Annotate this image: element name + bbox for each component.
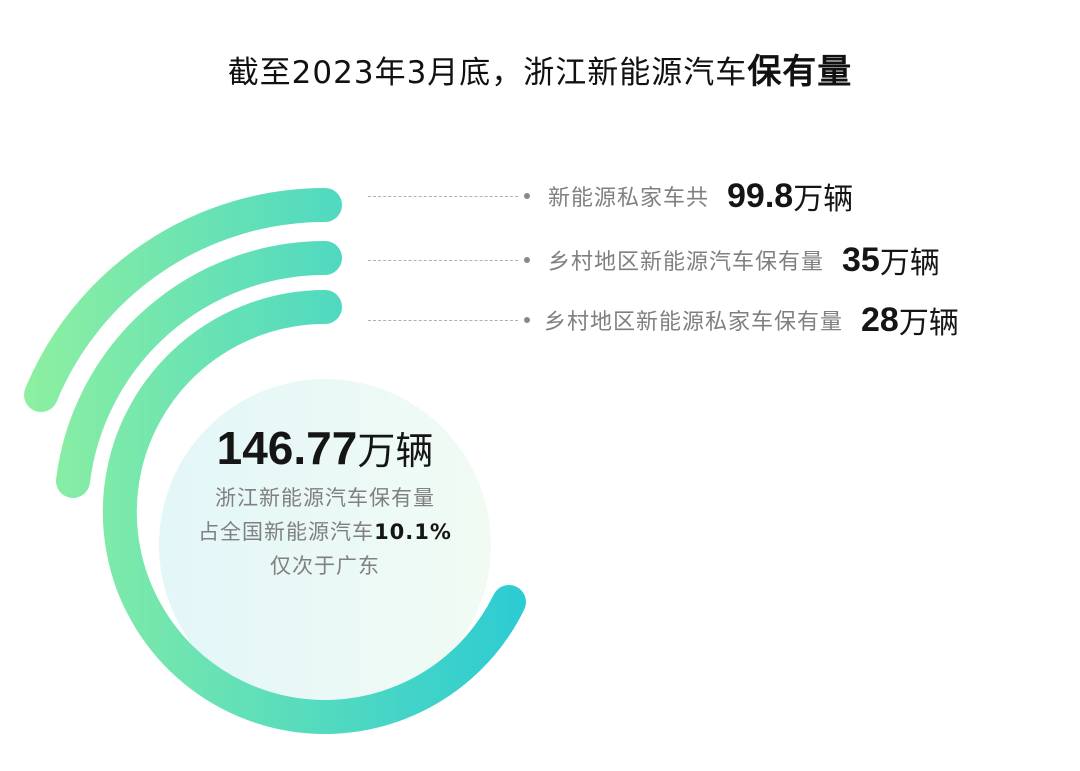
leader-dot: [524, 317, 530, 323]
stat-label: 乡村地区新能源私家车保有量: [544, 310, 844, 335]
stat-value: 99.8: [727, 176, 794, 215]
center-summary: 146.77万辆 浙江新能源汽车保有量 占全国新能源汽车10.1% 仅次于广东: [160, 420, 490, 583]
center-line-2: 占全国新能源汽车: [198, 520, 375, 544]
stat-unit: 万辆: [879, 246, 940, 281]
center-line-3: 仅次于广东: [270, 554, 380, 578]
stat-unit: 万辆: [898, 306, 959, 341]
total-unit: 万辆: [357, 429, 434, 473]
title-text: 截至2023年3月底，浙江新能源汽车: [227, 55, 748, 91]
leader-dot: [524, 257, 530, 263]
page-title: 截至2023年3月底，浙江新能源汽车保有量: [0, 44, 1080, 93]
stat-row: 乡村地区新能源私家车保有量 28 万辆: [368, 300, 959, 341]
stat-label: 乡村地区新能源汽车保有量: [548, 250, 825, 275]
center-line-1: 浙江新能源汽车保有量: [215, 486, 435, 510]
stat-row: 新能源私家车共 99.8 万辆: [368, 176, 854, 217]
leader-line: [368, 259, 518, 261]
center-circle: [159, 379, 491, 711]
share-percent: 10.1%: [374, 520, 452, 544]
title-bold-text: 保有量: [747, 52, 853, 92]
leader-line: [368, 195, 518, 197]
arc-inner: [102, 290, 526, 734]
arc-outer: [24, 188, 342, 412]
total-value: 146.77: [216, 422, 358, 474]
stat-value: 28: [861, 300, 899, 339]
leader-dot: [524, 193, 530, 199]
stat-label: 新能源私家车共: [548, 186, 710, 211]
arc-middle: [56, 241, 342, 498]
stat-row: 乡村地区新能源汽车保有量 35 万辆: [368, 240, 940, 281]
leader-line: [368, 319, 518, 321]
stat-unit: 万辆: [793, 182, 854, 217]
stat-value: 35: [842, 240, 880, 279]
